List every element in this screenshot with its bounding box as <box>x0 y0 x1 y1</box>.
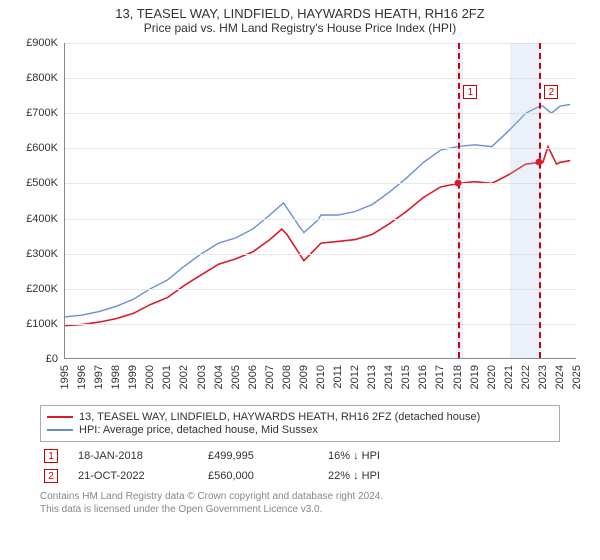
legend-swatch-property <box>47 416 73 418</box>
transaction-date: 21-OCT-2022 <box>78 470 188 482</box>
legend-label-property: 13, TEASEL WAY, LINDFIELD, HAYWARDS HEAT… <box>79 411 480 423</box>
x-axis-label: 2006 <box>247 365 259 389</box>
x-axis-label: 2018 <box>452 365 464 389</box>
y-axis-label: £600K <box>26 142 58 154</box>
shaded-period <box>510 43 541 358</box>
x-axis-label: 2015 <box>400 365 412 389</box>
x-axis-label: 1997 <box>93 365 105 389</box>
transaction-vline <box>458 43 460 358</box>
x-axis-label: 2011 <box>332 365 344 389</box>
y-axis-label: £900K <box>26 37 58 49</box>
x-axis-label: 1999 <box>127 365 139 389</box>
gridline <box>65 43 576 44</box>
x-axis-label: 2021 <box>503 365 515 389</box>
x-axis-label: 2000 <box>144 365 156 389</box>
chart-marker: 2 <box>544 85 558 99</box>
y-axis-label: £500K <box>26 177 58 189</box>
chart-lines <box>65 43 577 359</box>
transaction-delta: 22% ↓ HPI <box>328 470 380 482</box>
chart: 12 £0£100K£200K£300K£400K£500K£600K£700K… <box>20 39 580 399</box>
x-axis-label: 2024 <box>554 365 566 389</box>
x-axis-label: 2007 <box>264 365 276 389</box>
transaction-price: £499,995 <box>208 450 308 462</box>
legend-label-hpi: HPI: Average price, detached house, Mid … <box>79 424 318 436</box>
x-axis-label: 2002 <box>178 365 190 389</box>
chart-marker: 1 <box>463 85 477 99</box>
gridline <box>65 78 576 79</box>
footer-line2: This data is licensed under the Open Gov… <box>40 503 560 516</box>
x-axis-label: 2008 <box>281 365 293 389</box>
x-axis-label: 2022 <box>520 365 532 389</box>
footer-line1: Contains HM Land Registry data © Crown c… <box>40 490 560 503</box>
gridline <box>65 254 576 255</box>
gridline <box>65 219 576 220</box>
plot-area: 12 <box>64 43 576 359</box>
x-axis-label: 2020 <box>486 365 498 389</box>
series-hpi <box>65 104 570 317</box>
y-axis-label: £100K <box>26 318 58 330</box>
x-axis-label: 1995 <box>59 365 71 389</box>
x-axis-label: 2001 <box>161 365 173 389</box>
page-subtitle: Price paid vs. HM Land Registry's House … <box>0 21 600 39</box>
page-title: 13, TEASEL WAY, LINDFIELD, HAYWARDS HEAT… <box>0 0 600 21</box>
transaction-marker: 2 <box>44 469 58 483</box>
x-axis-label: 2023 <box>537 365 549 389</box>
x-axis-label: 2016 <box>417 365 429 389</box>
series-property <box>65 147 570 326</box>
data-point <box>455 180 462 187</box>
x-axis-label: 1996 <box>76 365 88 389</box>
x-axis-label: 2013 <box>366 365 378 389</box>
transaction-price: £560,000 <box>208 470 308 482</box>
x-axis-label: 2005 <box>230 365 242 389</box>
transaction-vline <box>539 43 541 358</box>
gridline <box>65 289 576 290</box>
legend-row-property: 13, TEASEL WAY, LINDFIELD, HAYWARDS HEAT… <box>47 411 553 423</box>
x-axis-label: 2004 <box>213 365 225 389</box>
transaction-row: 2 21-OCT-2022 £560,000 22% ↓ HPI <box>40 466 560 486</box>
x-axis-label: 2012 <box>349 365 361 389</box>
x-axis-label: 2009 <box>298 365 310 389</box>
transaction-date: 18-JAN-2018 <box>78 450 188 462</box>
x-axis-label: 2003 <box>196 365 208 389</box>
data-point <box>536 159 543 166</box>
y-axis-label: £0 <box>46 353 58 365</box>
y-axis-label: £700K <box>26 107 58 119</box>
legend: 13, TEASEL WAY, LINDFIELD, HAYWARDS HEAT… <box>40 405 560 442</box>
transaction-delta: 16% ↓ HPI <box>328 450 380 462</box>
footer: Contains HM Land Registry data © Crown c… <box>40 490 560 516</box>
gridline <box>65 113 576 114</box>
y-axis-label: £300K <box>26 248 58 260</box>
gridline <box>65 183 576 184</box>
gridline <box>65 324 576 325</box>
x-axis-label: 2025 <box>571 365 583 389</box>
transaction-marker: 1 <box>44 449 58 463</box>
x-axis-label: 2017 <box>434 365 446 389</box>
y-axis-label: £400K <box>26 213 58 225</box>
y-axis-label: £800K <box>26 72 58 84</box>
transactions-table: 1 18-JAN-2018 £499,995 16% ↓ HPI 2 21-OC… <box>40 446 560 486</box>
transaction-row: 1 18-JAN-2018 £499,995 16% ↓ HPI <box>40 446 560 466</box>
x-axis-label: 2014 <box>383 365 395 389</box>
y-axis-label: £200K <box>26 283 58 295</box>
x-axis-label: 2019 <box>469 365 481 389</box>
x-axis-label: 1998 <box>110 365 122 389</box>
legend-swatch-hpi <box>47 429 73 431</box>
x-axis-label: 2010 <box>315 365 327 389</box>
legend-row-hpi: HPI: Average price, detached house, Mid … <box>47 424 553 436</box>
gridline <box>65 148 576 149</box>
